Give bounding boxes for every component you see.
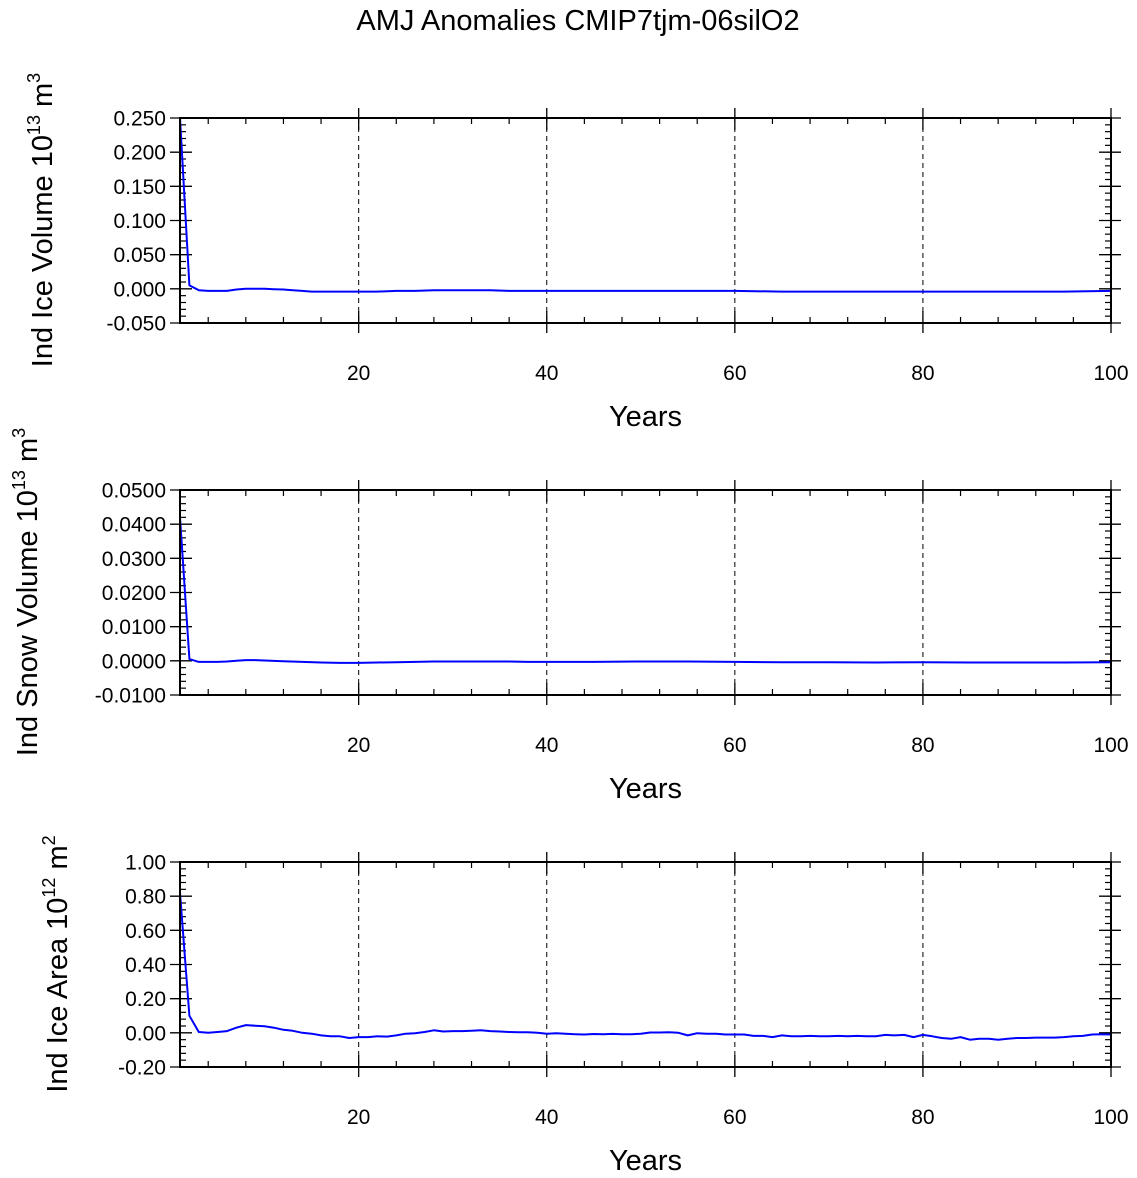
x-tick-label: 60 (723, 734, 746, 757)
y-tick-label: 0.250 (113, 108, 166, 131)
y-tick-label: 0.200 (113, 142, 166, 165)
y-tick-label: 0.150 (113, 176, 166, 199)
plot-frame (179, 117, 1112, 324)
series-line (179, 892, 1112, 1041)
x-tick-label: 100 (1093, 734, 1128, 757)
chart-panel-1: -0.050 0.000 0.050 0.100 0.150 0.200 0.250 20 40… (24, 73, 1129, 433)
y-tick-label: 0.40 (125, 954, 166, 977)
y-axis-title: Ind Snow Volume 1013 m3 (9, 428, 44, 756)
y-tick-label: -0.0100 (95, 685, 166, 708)
x-tick-label: 60 (723, 362, 746, 385)
x-tick-label: 80 (911, 734, 934, 757)
x-tick-label: 40 (535, 362, 558, 385)
plot-frame (179, 861, 1112, 1068)
y-tick-label: 0.80 (125, 886, 166, 909)
y-tick-label: 0.0500 (102, 480, 166, 503)
x-tick-label: 80 (911, 362, 934, 385)
y-tick-label: 0.0400 (102, 514, 166, 537)
x-tick-label: 80 (911, 1106, 934, 1129)
x-tick-label: 20 (347, 362, 370, 385)
figure-title: AMJ Anomalies CMIP7tjm-06silO2 (356, 5, 799, 37)
x-tick-label: 40 (535, 1106, 558, 1129)
y-tick-label: 0.60 (125, 920, 166, 943)
y-tick-label: 1.00 (125, 852, 166, 875)
y-tick-label: 0.00 (125, 1022, 166, 1045)
y-tick-label: 0.0200 (102, 582, 166, 605)
series-line (179, 517, 1112, 664)
plot-frame (179, 489, 1112, 696)
y-tick-label: 0.0300 (102, 548, 166, 571)
y-tick-label: 0.0100 (102, 616, 166, 639)
y-tick-label: 0.0000 (102, 650, 166, 673)
y-tick-label: -0.20 (118, 1057, 166, 1080)
y-tick-label: 0.050 (113, 244, 166, 267)
x-tick-label: 40 (535, 734, 558, 757)
y-tick-label: 0.20 (125, 988, 166, 1011)
x-tick-label: 20 (347, 734, 370, 757)
y-axis-title: Ind Ice Area 1012 m2 (39, 835, 74, 1092)
chart-panel-2: -0.0100 0.0000 0.0100 0.0200 0.0300 0.0400 0.0… (9, 428, 1129, 805)
series-line (179, 117, 1112, 293)
y-tick-label: 0.000 (113, 278, 166, 301)
x-tick-label: 100 (1093, 1106, 1128, 1129)
x-axis-title: Years (609, 773, 682, 805)
x-tick-label: 20 (347, 1106, 370, 1129)
y-tick-label: -0.050 (106, 313, 166, 336)
x-axis-title: Years (609, 1145, 682, 1177)
x-axis-title: Years (609, 401, 682, 433)
x-tick-label: 60 (723, 1106, 746, 1129)
chart-panel-3: -0.20 0.00 0.20 0.40 0.60 0.80 1.00 20 40 60 80 100… (39, 835, 1129, 1177)
y-axis-title: Ind Ice Volume 1013 m3 (24, 73, 59, 367)
x-tick-label: 100 (1093, 362, 1128, 385)
y-tick-label: 0.100 (113, 210, 166, 233)
